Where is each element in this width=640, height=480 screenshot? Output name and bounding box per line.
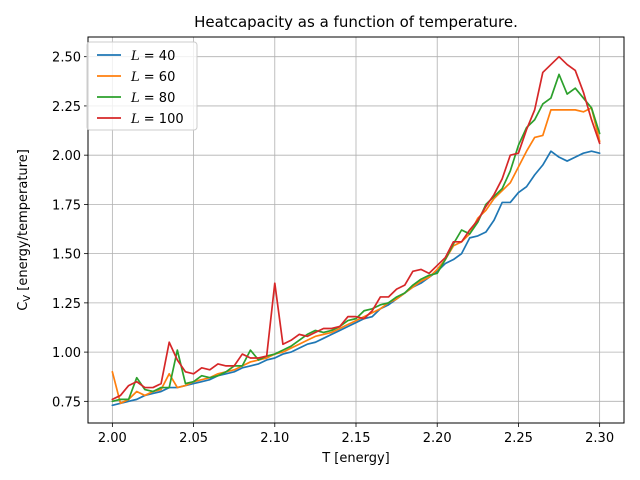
x-axis-ticks: 2.00 2.05 2.10 2.15 2.20 2.25 2.30: [98, 423, 614, 446]
chart-title: Heatcapacity as a function of temperatur…: [194, 13, 518, 31]
y-tick-label: 2.00: [52, 149, 81, 164]
y-axis-ticks: 0.75 1.00 1.25 1.50 1.75 2.00 2.25 2.50: [52, 51, 88, 410]
legend: L = 40 L = 60 L = 80 L = 100: [86, 41, 198, 131]
x-tick-label: 2.30: [585, 431, 614, 446]
series-line-L-100: [111, 55, 601, 401]
legend-label: L = 60: [130, 70, 175, 85]
y-axis-label-main: C: [16, 302, 31, 311]
y-axis-label-unit: [energy/temperature]: [16, 149, 31, 295]
y-axis-label: CV [energy/temperature]: [16, 149, 33, 311]
y-tick-label: 1.50: [52, 248, 81, 263]
x-axis-label: T [energy]: [321, 451, 390, 466]
y-tick-label: 0.75: [52, 395, 81, 410]
legend-label: L = 40: [130, 49, 175, 64]
x-tick-label: 2.15: [342, 431, 371, 446]
y-tick-label: 1.00: [52, 346, 81, 361]
legend-box: [86, 41, 198, 131]
y-tick-label: 2.50: [52, 51, 81, 66]
y-tick-label: 2.25: [52, 100, 81, 115]
series-line-L-80: [111, 73, 601, 403]
legend-label: L = 100: [130, 112, 184, 127]
series-line-L-40: [111, 150, 601, 407]
legend-label: L = 80: [130, 91, 175, 106]
y-axis-label-subscript: V: [22, 295, 33, 302]
x-tick-label: 2.10: [260, 431, 289, 446]
x-tick-label: 2.00: [98, 431, 127, 446]
y-tick-label: 1.75: [52, 198, 81, 213]
y-tick-label: 1.25: [52, 297, 81, 312]
x-tick-label: 2.05: [179, 431, 208, 446]
x-tick-label: 2.25: [504, 431, 533, 446]
series-lines: [111, 55, 601, 407]
x-tick-label: 2.20: [423, 431, 452, 446]
